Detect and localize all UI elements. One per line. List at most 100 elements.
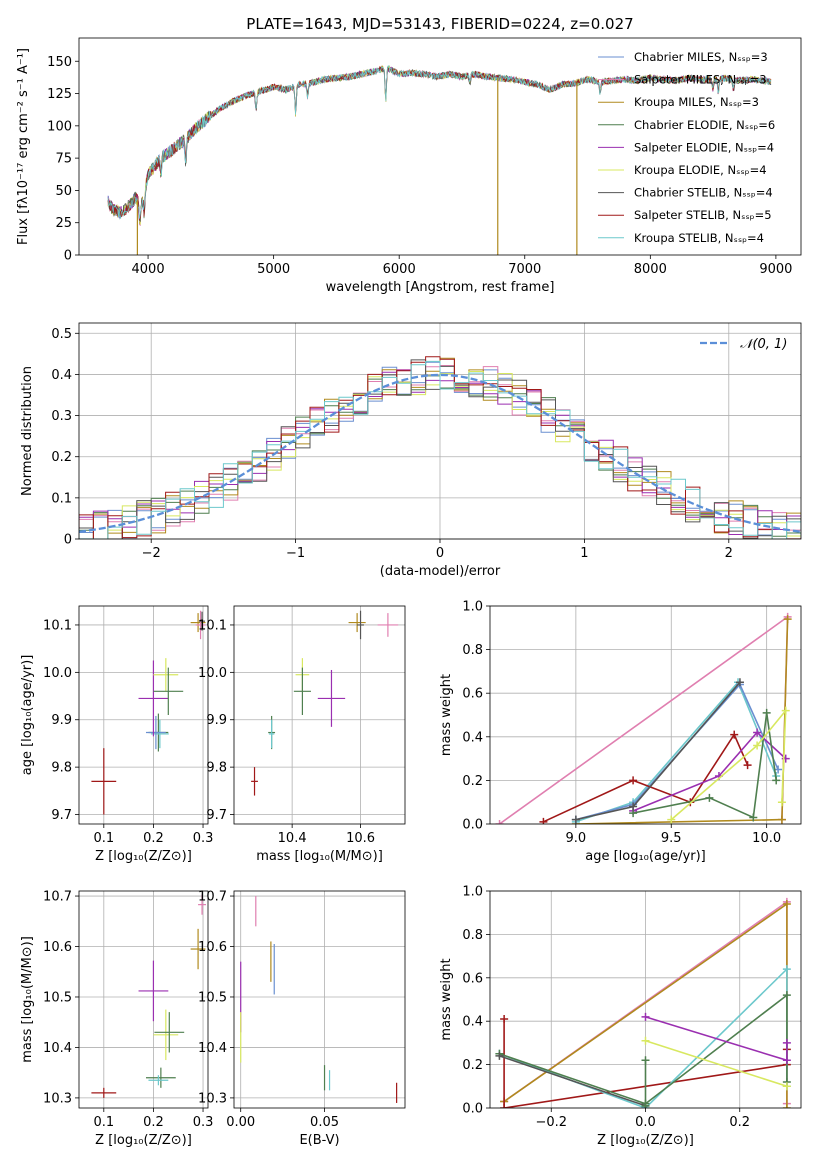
y-tick-label: 0.2 xyxy=(51,450,72,465)
weight-line xyxy=(499,1055,646,1107)
x-axis-label: (data-model)/error xyxy=(380,564,501,579)
plot-area xyxy=(495,897,791,1108)
legend-label: Chabrier ELODIE, Nₛₛₚ=6 xyxy=(634,118,775,132)
legend-label: Chabrier STELIB, Nₛₛₚ=4 xyxy=(634,186,773,200)
x-tick-label: 10.6 xyxy=(346,831,375,846)
weight-marker xyxy=(500,1015,509,1024)
y-tick-label: 1.0 xyxy=(462,885,483,900)
x-tick-label: 10.4 xyxy=(278,831,307,846)
weight-marker xyxy=(730,730,739,739)
plot-area xyxy=(495,612,792,824)
y-axis-label: Flux [fλ10⁻¹⁷ erg cm⁻² s⁻¹ A⁻¹] xyxy=(16,48,31,245)
weight-marker xyxy=(641,1012,650,1021)
x-tick-label: 1 xyxy=(580,546,588,561)
panel-weight-Z: −0.2 0.0 0.2 0.0 0.2 0.4 0.6 0.8 1.0 Z [log₁₀(Z/Z… xyxy=(439,885,802,1148)
x-tick-label: 0.3 xyxy=(193,1115,214,1130)
legend-label: 𝒩(0, 1) xyxy=(740,337,787,352)
weight-marker xyxy=(783,615,792,624)
legend-label: Salpeter STELIB, Nₛₛₚ=5 xyxy=(634,208,772,222)
weight-marker xyxy=(495,1051,504,1060)
y-tick-label: 0.6 xyxy=(462,687,483,702)
histogram-step xyxy=(79,360,801,539)
x-tick-label: 6000 xyxy=(383,262,416,277)
panel-spectrum: 4000 5000 6000 7000 8000 9000 0 25 50 75 100 125 150… xyxy=(16,15,802,295)
x-tick-label: 4000 xyxy=(132,262,165,277)
y-tick-label: 10.3 xyxy=(43,1091,72,1106)
y-tick-label: 10.1 xyxy=(43,618,72,633)
x-tick-label: −2 xyxy=(142,546,161,561)
x-tick-label: 0.00 xyxy=(226,1115,255,1130)
x-tick-label: −0.2 xyxy=(535,1115,567,1130)
histogram-step xyxy=(79,371,801,539)
x-tick-label: 0.2 xyxy=(729,1115,750,1130)
y-tick-label: 0.3 xyxy=(51,409,72,424)
x-tick-label: 0.0 xyxy=(635,1115,656,1130)
y-tick-label: 1.0 xyxy=(462,600,483,615)
weight-marker xyxy=(629,802,638,811)
x-tick-label: −1 xyxy=(286,546,305,561)
x-axis-label: Z [log₁₀(Z/Z⊙)] xyxy=(95,849,192,864)
legend-label: Salpeter MILES, Nₛₛₚ=3 xyxy=(634,73,767,87)
weight-marker xyxy=(782,1056,791,1065)
weight-marker xyxy=(782,1082,791,1091)
weight-marker xyxy=(749,813,758,822)
weight-line xyxy=(499,993,788,1105)
plot-area xyxy=(91,610,206,815)
x-axis-label: mass [log₁₀(M/M⊙)] xyxy=(256,849,383,864)
weight-marker xyxy=(641,1036,650,1045)
y-tick-label: 0 xyxy=(64,249,72,264)
histogram-step xyxy=(79,369,801,539)
weight-marker xyxy=(782,1104,791,1108)
weight-line xyxy=(645,1039,788,1088)
y-tick-label: 25 xyxy=(55,216,72,231)
weight-marker xyxy=(753,741,762,750)
y-tick-label: 0.2 xyxy=(462,1058,483,1073)
y-tick-label: 0.2 xyxy=(462,774,483,789)
x-tick-label: 10.0 xyxy=(752,831,781,846)
x-tick-label: 0.2 xyxy=(143,831,164,846)
weight-marker xyxy=(539,817,548,824)
y-tick-label: 125 xyxy=(47,87,72,102)
histogram-step xyxy=(79,359,801,539)
y-tick-label: 9.9 xyxy=(206,713,227,728)
weight-marker xyxy=(777,815,786,824)
histogram-step xyxy=(79,375,801,539)
axes-frame xyxy=(233,890,406,1109)
plot-area xyxy=(91,894,207,1098)
y-tick-label: 0.0 xyxy=(462,1102,483,1117)
chart-title: PLATE=1643, MJD=53143, FIBERID=0224, z=0… xyxy=(246,15,633,33)
x-axis-label: wavelength [Angstrom, rest frame] xyxy=(326,280,555,295)
legend-label: Kroupa STELIB, Nₛₛₚ=4 xyxy=(634,231,764,245)
x-axis-label: Z [log₁₀(Z/Z⊙)] xyxy=(95,1133,192,1148)
y-tick-label: 10.1 xyxy=(198,618,227,633)
y-tick-label: 10.7 xyxy=(43,890,72,905)
x-tick-label: 0.1 xyxy=(93,831,114,846)
y-tick-label: 0.4 xyxy=(462,730,483,745)
legend-label: Kroupa ELODIE, Nₛₛₚ=4 xyxy=(634,163,767,177)
weight-marker xyxy=(782,991,791,1000)
weight-marker xyxy=(772,776,781,785)
y-tick-label: 0.6 xyxy=(462,971,483,986)
x-tick-label: 0.2 xyxy=(143,1115,164,1130)
spectrum-line xyxy=(107,65,772,220)
axes-frame xyxy=(233,605,406,825)
y-tick-label: 0.8 xyxy=(462,928,483,943)
y-tick-label: 10.4 xyxy=(198,1041,227,1056)
weight-marker xyxy=(782,965,791,974)
weight-marker xyxy=(743,761,752,770)
y-axis-label: mass weight xyxy=(439,674,454,756)
panel-residuals: −2 −1 0 1 2 0 0.1 0.2 0.3 0.4 0.5 (data-model)/erro… xyxy=(20,322,802,579)
y-tick-label: 0.0 xyxy=(462,818,483,833)
x-tick-label: 0.05 xyxy=(310,1115,339,1130)
y-tick-label: 10.3 xyxy=(198,1091,227,1106)
weight-line xyxy=(670,708,787,821)
weight-line xyxy=(575,680,777,823)
weight-marker xyxy=(781,706,790,715)
panel-age-mass: 10.4 10.6 9.7 9.8 9.9 10.0 10.1 mass [log₁₀(M/M… xyxy=(198,605,406,864)
axes-frame xyxy=(78,605,209,825)
panel-mass-EBV: 0.00 0.05 10.3 10.4 10.5 10.6 10.7 E(B-V) xyxy=(198,890,406,1148)
panel-mass-Z: 0.1 0.2 0.3 10.3 10.4 10.5 10.6 10.7 Z [log₁₀(Z/… xyxy=(20,890,213,1148)
y-tick-label: 150 xyxy=(47,55,72,70)
x-axis-label: Z [log₁₀(Z/Z⊙)] xyxy=(597,1133,694,1148)
x-axis-label: E(B-V) xyxy=(299,1133,339,1148)
